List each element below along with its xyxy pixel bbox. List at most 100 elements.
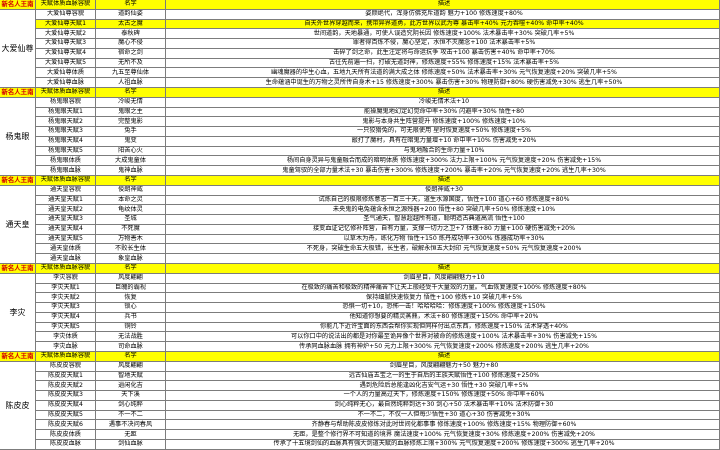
item-cell[interactable]: 通天皇血脉 [36, 254, 96, 264]
header-item[interactable]: 天赋体质血脉容貌 [36, 352, 96, 362]
name-cell[interactable]: 龟纹体灵 [96, 205, 166, 216]
item-cell[interactable]: 李灾体质 [36, 332, 96, 343]
header-desc[interactable]: 描述 [166, 176, 720, 186]
desc-cell[interactable]: 他知道你想要的精灵蒸鼎，术法+80 修炼速度+150% 命中率+20% [166, 312, 720, 323]
item-cell[interactable]: 大爱仙尊天赋3 [36, 39, 96, 49]
name-cell[interactable]: 遇事不决问春风 [96, 420, 166, 431]
header-item[interactable]: 天赋体质血脉容貌 [36, 88, 96, 98]
desc-cell[interactable]: 接变血证记忆修补阵营，自有力量，支撑一切力之卫+7 体魄+80 力量+100 硬… [166, 224, 720, 235]
header-desc[interactable]: 描述 [166, 264, 720, 274]
desc-cell[interactable]: 无距，是整个修行界不可知道的境界 魔法速度+100% 元气恢复速度+30% 修炼… [166, 430, 720, 440]
item-cell[interactable]: 陈皮皮血脉 [36, 440, 96, 450]
desc-cell[interactable]: 远古仙庙五宝之一的生于自后的王族天赋悟性+100 修炼速度+250% [166, 371, 720, 382]
item-cell[interactable]: 李灾血脉 [36, 342, 96, 352]
section-title[interactable]: 新名人王南 [0, 352, 36, 362]
name-cell[interactable]: 大成鬼童体 [96, 156, 166, 167]
name-cell[interactable]: 宿命之剑 [96, 48, 166, 59]
desc-cell[interactable]: 自天外世界穿越而来，携带异界道勇，此方世界以武为尊 暴击率+40% 元力吞噬+4… [166, 19, 720, 30]
item-cell[interactable]: 大爱仙尊天赋2 [36, 29, 96, 40]
name-cell[interactable]: 魔心不侵 [96, 39, 166, 49]
item-cell[interactable]: 通天皇天赋5 [36, 234, 96, 245]
header-item[interactable]: 天赋体质血脉容貌 [36, 0, 96, 10]
name-cell[interactable]: 恢复 [96, 293, 166, 304]
header-name[interactable]: 名字 [96, 0, 166, 10]
header-name[interactable]: 名字 [96, 264, 166, 274]
name-cell[interactable]: 万物善木 [96, 234, 166, 245]
desc-cell[interactable]: 不死身，突破生命五大极错，长生者，破解永恒五大封印 元气恢复速度+50% 元气恢… [166, 244, 720, 255]
name-cell[interactable]: 鬼变 [96, 136, 166, 147]
desc-cell[interactable]: 一只狡猾兔的，可无限使用 星时恢复速度+50% 修炼速度+5% [166, 127, 720, 137]
name-cell[interactable]: 道韵仙姿 [96, 9, 166, 20]
item-cell[interactable]: 大爱仙尊天赋5 [36, 58, 96, 69]
item-cell[interactable]: 陈皮皮天赋1 [36, 371, 96, 382]
item-cell[interactable]: 李灾天赋3 [36, 303, 96, 313]
desc-cell[interactable]: 世间道韵，天地暴通，可使人误造究阴长因 修炼速度+100% 法术暴击率+30% … [166, 29, 720, 40]
desc-cell[interactable]: 姿颜绝代，浑身仿佛充斥道韵 魅力+100 修炼速度+80% [166, 9, 720, 20]
section-title[interactable]: 新名人王南 [0, 264, 36, 274]
item-cell[interactable]: 大爱仙尊天赋4 [36, 48, 96, 59]
desc-cell[interactable]: 以草木为舟，练化万物 悟性+150 炼丹成功率+300% 炼器成功率+30% [166, 234, 720, 245]
header-name[interactable]: 名字 [96, 88, 166, 98]
item-cell[interactable]: 杨鬼眼天赋2 [36, 117, 96, 128]
desc-cell[interactable]: 能操魔鬼地幻定幻觉命中率+30% 闪避率+30% 悟性+80 [166, 107, 720, 118]
name-cell[interactable]: 巨魄的霸视 [96, 283, 166, 294]
desc-cell[interactable]: 剑眉星目，风度翩翩魅力+10 [166, 273, 720, 284]
item-cell[interactable]: 杨鬼眼血脉 [36, 166, 96, 176]
desc-cell[interactable]: 鬼童驾驭的全部力量术法+30 暴击伤害+300% 修炼速度+200% 暴击率+2… [166, 166, 720, 176]
name-cell[interactable]: 鬼神血脉 [96, 166, 166, 176]
item-cell[interactable]: 大爱仙尊血脉 [36, 78, 96, 88]
section-title[interactable]: 新名人王南 [0, 176, 36, 186]
header-desc[interactable]: 描述 [166, 352, 720, 362]
header-desc[interactable]: 描述 [166, 88, 720, 98]
name-cell[interactable]: 无距 [96, 430, 166, 440]
desc-cell[interactable]: 圣气通天，智慧超越所有道，聪明造古典道高流 悟性+100 [166, 215, 720, 225]
item-cell[interactable]: 李灾天赋4 [36, 312, 96, 323]
name-cell[interactable]: 兔手 [96, 127, 166, 137]
item-cell[interactable]: 杨鬼眼体质 [36, 156, 96, 167]
desc-cell[interactable]: 幽魂魔器的华生心血，五地九天所有法道的满大成之体 修炼速度+50% 法术暴击率+… [166, 68, 720, 79]
desc-cell[interactable]: 杨间自身灵异与鬼童融合而成的暗明体质 修炼速度+300% 法力上限+100% 元… [166, 156, 720, 167]
desc-cell[interactable]: 不一不二，不仅一人但每少悟性+30 道心+30 伤害减免+30% [166, 410, 720, 421]
name-cell[interactable]: 兵书 [96, 312, 166, 323]
section-title[interactable]: 新名人王南 [0, 0, 36, 10]
name-cell[interactable]: 无所不及 [96, 58, 166, 69]
desc-cell[interactable]: 剑心纯粹无心，最自然纯粹到达+30 剑心+50 法术暴击率+10% 法术防御+3… [166, 400, 720, 411]
name-cell[interactable]: 锁心 [96, 303, 166, 313]
desc-cell[interactable]: 未央鬼的电兔蕴含永恒之源残器+200 悟性+80 突破几率+50% 修炼速度+1… [166, 205, 720, 216]
item-cell[interactable]: 通天皇天赋3 [36, 215, 96, 225]
desc-cell[interactable]: 恐惧一切+10，恐怖一击！哈哈哈哈：修炼速度+100% 修炼速度+150% [166, 303, 720, 313]
name-cell[interactable]: 阳苦心火 [96, 146, 166, 157]
name-cell[interactable]: 太古之魔 [96, 19, 166, 30]
item-cell[interactable]: 陈皮皮体质 [36, 430, 96, 440]
desc-cell[interactable]: 保持细腻快速恢复力 悟性+100 修炼+10 突破几率+5% [166, 293, 720, 304]
item-cell[interactable]: 杨鬼眼天赋5 [36, 146, 96, 157]
name-cell[interactable]: 本命之灵 [96, 195, 166, 206]
name-cell[interactable]: 风度翩翩 [96, 273, 166, 284]
header-item[interactable]: 天赋体质血脉容貌 [36, 264, 96, 274]
name-cell[interactable]: 完整鬼影 [96, 117, 166, 128]
name-cell[interactable]: 圣城 [96, 215, 166, 225]
item-cell[interactable]: 杨鬼眼天赋4 [36, 136, 96, 147]
name-cell[interactable]: 无法战胜 [96, 332, 166, 343]
name-cell[interactable]: 鬼眼之主 [96, 107, 166, 118]
name-cell[interactable]: 铜铃 [96, 322, 166, 333]
item-cell[interactable]: 李灾天赋5 [36, 322, 96, 333]
item-cell[interactable]: 陈皮皮天赋6 [36, 420, 96, 431]
name-cell[interactable]: 不败长生体 [96, 244, 166, 255]
item-cell[interactable]: 通天皇容貌 [36, 185, 96, 196]
desc-cell[interactable]: 你能几下近许宝面的东西会帮你实现但同样付出点东西，修炼速度+150% 法术穿透+… [166, 322, 720, 333]
desc-cell[interactable]: 可以你口中的说法出的都是对你最至诡异像个世界对被命的修炼速度+100% 法术暴击… [166, 332, 720, 343]
item-cell[interactable]: 通天皇天赋2 [36, 205, 96, 216]
item-cell[interactable]: 大爱仙尊体质 [36, 68, 96, 79]
item-cell[interactable]: 陈皮皮天赋2 [36, 381, 96, 392]
name-cell[interactable]: 逍闲化吉 [96, 381, 166, 392]
desc-cell[interactable]: 传承同血脉血脉 拥有神炉+50 元力上限+300% 元气恢复速度+200% 修炼… [166, 342, 720, 352]
item-cell[interactable]: 李灾容貌 [36, 273, 96, 284]
name-cell[interactable]: 俊朗神威 [96, 185, 166, 196]
item-cell[interactable]: 陈皮皮天赋4 [36, 400, 96, 411]
item-cell[interactable]: 大爱仙尊天赋1 [36, 19, 96, 30]
name-cell[interactable]: 风度翩翩 [96, 361, 166, 372]
desc-cell[interactable]: 齐静春与帮助陈皮皮修炼对此时世间化都事事 修炼速度+100% 修炼速度+15% … [166, 420, 720, 431]
item-cell[interactable]: 陈皮皮天赋3 [36, 391, 96, 401]
header-desc[interactable]: 描述 [166, 0, 720, 10]
